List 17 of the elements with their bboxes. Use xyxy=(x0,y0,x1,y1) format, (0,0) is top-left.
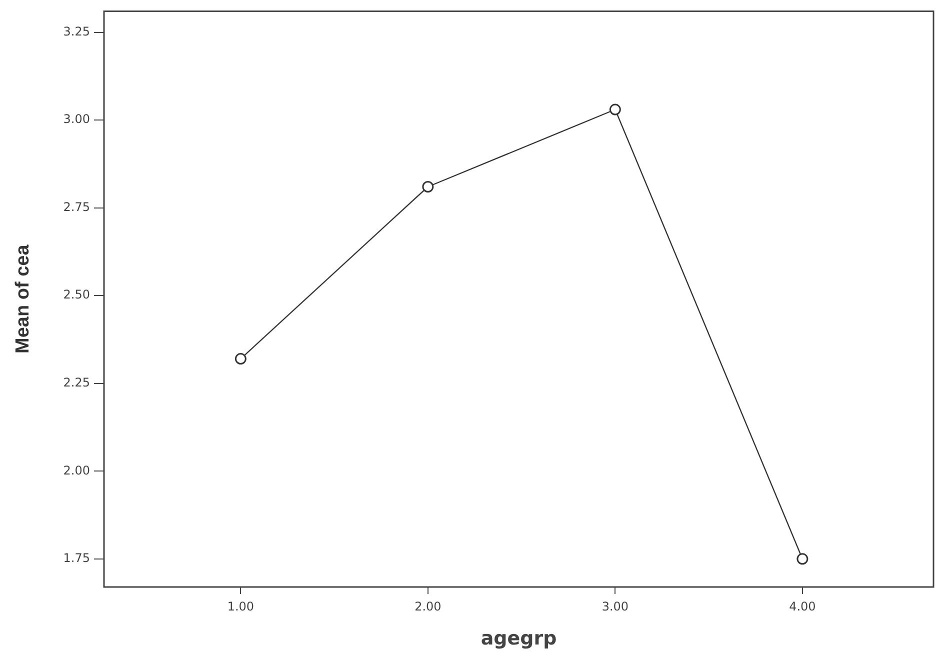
y-tick-label: 3.25 xyxy=(63,24,90,38)
y-tick-label: 3.00 xyxy=(63,112,90,126)
point xyxy=(422,181,434,192)
x-tick-label: 2.00 xyxy=(414,599,442,614)
x-tick-label: 4.00 xyxy=(789,599,816,614)
point xyxy=(796,553,808,565)
x-axis-title: agegrp xyxy=(480,628,557,650)
y-tick-label: 2.75 xyxy=(63,200,90,214)
x-tick-label: 3.00 xyxy=(602,599,629,614)
point xyxy=(234,353,246,365)
y-tick-label: 2.50 xyxy=(63,288,90,302)
y-axis-title: Mean of cea xyxy=(12,244,34,354)
y-tick-label: 2.25 xyxy=(63,375,90,390)
point xyxy=(609,104,621,116)
y-tick-label: 2.00 xyxy=(63,463,90,478)
x-tick-label: 1.00 xyxy=(227,599,254,614)
y-tick-label: 1.75 xyxy=(63,551,90,566)
